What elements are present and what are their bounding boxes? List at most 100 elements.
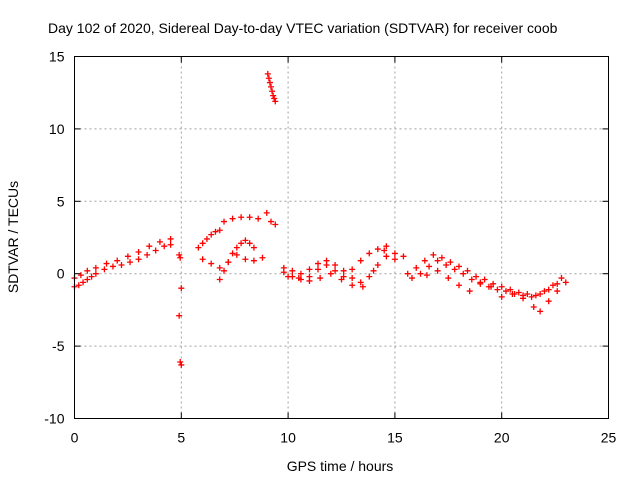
data-point	[265, 75, 272, 82]
data-point	[464, 267, 471, 274]
data-point	[562, 279, 569, 286]
data-point	[216, 227, 223, 234]
axis-ticks	[74, 56, 609, 419]
series-arc-00-04h-upper	[71, 235, 174, 282]
data-point	[216, 276, 223, 283]
data-point	[135, 256, 142, 263]
data-point	[532, 292, 539, 299]
x-tick-label: 20	[494, 430, 510, 446]
series-outliers-5h	[176, 251, 185, 368]
data-point	[423, 272, 430, 279]
data-point	[167, 241, 174, 248]
data-point	[445, 275, 452, 282]
data-point	[509, 290, 516, 297]
data-point	[357, 257, 364, 264]
data-point	[481, 276, 488, 283]
data-point	[221, 267, 228, 274]
data-point	[144, 251, 151, 258]
data-point	[306, 266, 313, 273]
data-point	[270, 92, 277, 99]
y-tick-labels: -10 -5 0 5 10 15	[44, 49, 64, 427]
data-point	[349, 282, 356, 289]
data-point	[156, 238, 163, 245]
data-point	[381, 247, 388, 254]
data-point	[101, 266, 108, 273]
data-point	[146, 243, 153, 250]
data-point	[494, 286, 501, 293]
data-point	[178, 285, 185, 292]
data-point	[434, 257, 441, 264]
data-point	[118, 262, 125, 269]
y-tick-label: 0	[57, 266, 65, 282]
data-point	[178, 361, 185, 368]
y-axis-label: SDTVAR / TECUs	[5, 181, 21, 293]
series-arc-06-09h-upper	[195, 209, 279, 251]
data-point	[524, 290, 531, 297]
data-point	[315, 260, 322, 267]
data-point	[250, 244, 257, 251]
x-tick-label: 10	[280, 430, 296, 446]
data-point	[530, 304, 537, 311]
data-point	[507, 286, 514, 293]
data-point	[558, 275, 565, 282]
data-point	[366, 273, 373, 280]
data-point	[338, 276, 345, 283]
data-point	[455, 263, 462, 270]
data-point	[455, 282, 462, 289]
series-arc-10-15h-c	[285, 247, 388, 290]
data-point	[80, 279, 87, 286]
data-point	[84, 267, 91, 274]
data-point	[84, 276, 91, 283]
data-point	[400, 253, 407, 260]
data-point	[242, 256, 249, 263]
data-point	[289, 267, 296, 274]
data-point	[266, 79, 273, 86]
data-point	[161, 243, 168, 250]
data-point	[391, 256, 398, 263]
data-point	[297, 270, 304, 277]
series-spike-9h	[264, 70, 279, 105]
data-point	[498, 293, 505, 300]
data-point	[103, 260, 110, 267]
data-point	[177, 359, 184, 366]
y-tick-label: 15	[49, 49, 65, 65]
series-arc-15-23h-a	[404, 251, 565, 299]
data-point	[447, 259, 454, 266]
data-point	[208, 231, 215, 238]
chart-title: Day 102 of 2020, Sidereal Day-to-day VTE…	[48, 20, 558, 36]
data-point	[233, 251, 240, 258]
data-point	[238, 214, 245, 221]
data-point	[374, 246, 381, 253]
y-tick-label: -5	[52, 338, 65, 354]
x-tick-labels: 0 5 10 15 20 25	[71, 430, 617, 446]
y-tick-label: -10	[44, 411, 64, 427]
data-point	[554, 280, 561, 287]
data-point	[417, 270, 424, 277]
data-point	[520, 295, 527, 302]
data-point	[263, 209, 270, 216]
data-point	[332, 267, 339, 274]
data-point	[199, 240, 206, 247]
data-point	[323, 257, 330, 264]
data-point	[554, 288, 561, 295]
x-tick-label: 25	[601, 430, 617, 446]
data-point	[349, 275, 356, 282]
y-tick-label: 5	[57, 193, 65, 209]
data-point	[114, 257, 121, 264]
data-point	[271, 95, 278, 102]
series-arc-10-15h-a	[280, 243, 407, 283]
data-point	[391, 250, 398, 257]
data-point	[537, 308, 544, 315]
data-point	[233, 244, 240, 251]
x-tick-label: 0	[71, 430, 79, 446]
data-point	[317, 275, 324, 282]
data-point	[434, 267, 441, 274]
data-point	[466, 288, 473, 295]
data-point	[268, 83, 275, 90]
series-arc-15-23h-b	[408, 257, 561, 300]
data-point	[541, 288, 548, 295]
x-axis-label: GPS time / hours	[287, 458, 394, 474]
data-point	[502, 288, 509, 295]
data-point	[327, 270, 334, 277]
